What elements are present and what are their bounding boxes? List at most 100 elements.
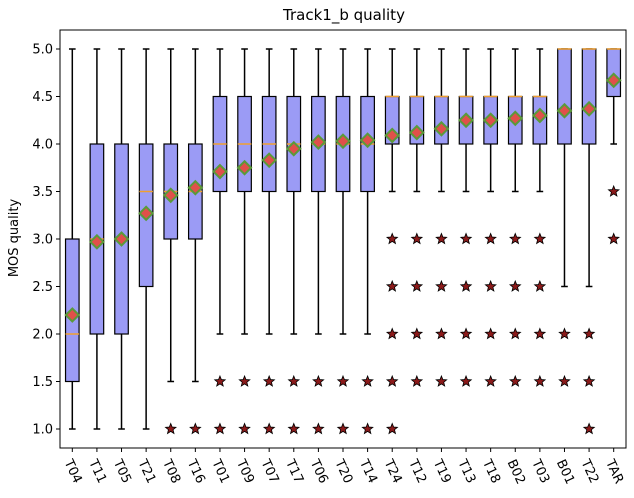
x-tick-label: T03 bbox=[528, 456, 552, 485]
outlier-marker bbox=[435, 279, 448, 292]
mean-marker bbox=[507, 110, 524, 127]
outlier-marker bbox=[533, 374, 547, 387]
box-T04 bbox=[64, 48, 81, 430]
outlier-marker bbox=[484, 232, 497, 245]
outlier-marker bbox=[336, 374, 350, 387]
outlier-marker bbox=[607, 232, 620, 245]
box-T21 bbox=[138, 48, 155, 430]
x-tick-label: T14 bbox=[356, 456, 380, 485]
y-tick-label: 4.5 bbox=[32, 90, 53, 105]
outlier-marker bbox=[262, 374, 276, 387]
outlier-marker bbox=[582, 374, 596, 387]
y-axis-label: MOS quality bbox=[7, 199, 22, 278]
mean-marker bbox=[605, 72, 622, 89]
outlier-marker bbox=[385, 422, 399, 435]
x-tick-label: T22 bbox=[577, 456, 601, 485]
mean-marker bbox=[236, 159, 253, 176]
box-T20 bbox=[335, 48, 351, 435]
x-tick-label: B02 bbox=[504, 457, 528, 486]
box-T19 bbox=[433, 48, 450, 387]
box-T12 bbox=[408, 48, 425, 387]
x-tick-label: T01 bbox=[208, 456, 232, 485]
mean-marker bbox=[556, 102, 573, 119]
outlier-marker bbox=[459, 279, 473, 292]
outlier-marker bbox=[558, 374, 571, 387]
box-B02 bbox=[507, 48, 524, 387]
y-tick-label: 2.5 bbox=[32, 280, 53, 295]
x-tick-label: T18 bbox=[479, 456, 503, 485]
outlier-marker bbox=[213, 422, 227, 435]
mean-marker bbox=[113, 231, 130, 247]
outlier-marker bbox=[459, 232, 473, 245]
outlier-marker bbox=[262, 422, 276, 435]
box-T14 bbox=[359, 48, 376, 435]
outlier-marker bbox=[435, 232, 448, 245]
x-tick-label: T07 bbox=[257, 456, 281, 485]
outlier-marker bbox=[385, 327, 399, 340]
box-T22 bbox=[581, 48, 598, 435]
box-body bbox=[581, 48, 597, 145]
outlier-marker bbox=[361, 422, 374, 435]
mean-marker bbox=[359, 132, 376, 149]
outlier-marker bbox=[189, 422, 202, 435]
mean-marker bbox=[408, 124, 425, 141]
outlier-marker bbox=[312, 422, 325, 435]
box-T03 bbox=[531, 48, 548, 387]
outlier-marker bbox=[435, 327, 448, 340]
box-T07 bbox=[261, 48, 278, 435]
box-T01 bbox=[212, 48, 228, 435]
x-tick-label: T12 bbox=[405, 456, 429, 485]
y-tick-label: 4.0 bbox=[32, 138, 53, 153]
outlier-marker bbox=[164, 422, 178, 435]
mean-marker bbox=[64, 307, 81, 323]
outlier-marker bbox=[287, 422, 301, 435]
mean-marker bbox=[88, 233, 105, 250]
outlier-marker bbox=[508, 279, 522, 292]
outlier-marker bbox=[410, 374, 424, 387]
outlier-marker bbox=[410, 232, 424, 245]
outlier-marker bbox=[533, 232, 547, 245]
outlier-marker bbox=[287, 374, 301, 387]
mean-marker bbox=[138, 205, 155, 222]
chart-title: Track1_b quality bbox=[282, 6, 405, 25]
box-T06 bbox=[310, 48, 327, 435]
mean-marker bbox=[482, 112, 499, 129]
outlier-marker bbox=[238, 422, 251, 435]
x-tick-label: T21 bbox=[134, 456, 158, 485]
outlier-marker bbox=[213, 374, 227, 387]
x-tick-label: T13 bbox=[454, 456, 478, 485]
outlier-marker bbox=[336, 422, 350, 435]
outlier-marker bbox=[361, 374, 374, 387]
outlier-marker bbox=[435, 374, 448, 387]
x-tick-label: T17 bbox=[282, 456, 306, 485]
outlier-marker bbox=[385, 232, 399, 245]
box-T11 bbox=[88, 48, 105, 430]
outlier-marker bbox=[508, 232, 522, 245]
box-T13 bbox=[458, 48, 474, 387]
y-tick-label: 3.0 bbox=[32, 233, 53, 248]
outlier-marker bbox=[385, 374, 399, 387]
mean-marker bbox=[335, 133, 351, 150]
box-B01 bbox=[556, 48, 573, 387]
x-tick-label: B01 bbox=[553, 457, 577, 486]
outlier-marker bbox=[582, 422, 596, 435]
outlier-marker bbox=[385, 279, 399, 292]
y-tick-label: 5.0 bbox=[32, 43, 53, 58]
x-tick-label: T19 bbox=[429, 456, 453, 485]
y-tick-label: 3.5 bbox=[32, 185, 53, 200]
x-tick-label: T16 bbox=[183, 456, 207, 485]
y-tick-label: 1.0 bbox=[32, 423, 53, 438]
outlier-marker bbox=[459, 327, 473, 340]
box-T08 bbox=[162, 48, 179, 435]
mean-marker bbox=[433, 120, 450, 137]
outlier-marker bbox=[508, 374, 522, 387]
outlier-marker bbox=[484, 279, 497, 292]
mean-marker bbox=[581, 100, 598, 117]
outlier-marker bbox=[410, 279, 424, 292]
outlier-marker bbox=[533, 327, 547, 340]
mean-marker bbox=[285, 140, 302, 157]
x-tick-label: T06 bbox=[306, 456, 330, 485]
outlier-marker bbox=[533, 279, 547, 292]
box-T17 bbox=[285, 48, 302, 435]
